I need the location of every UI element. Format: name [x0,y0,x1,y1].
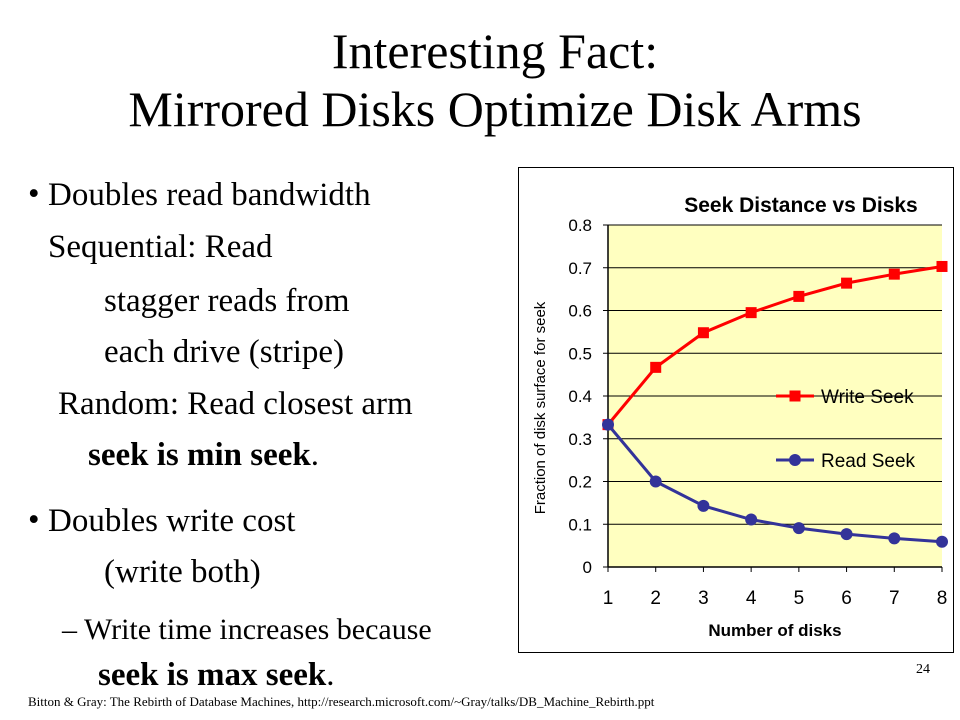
bullet1-line5: Random: Read closest arm [58,386,413,422]
y-tick-label: 0.3 [568,430,592,449]
title-line-2: Mirrored Disks Optimize Disk Arms [128,81,862,137]
data-point-write-seek [793,290,805,302]
data-point-read-seek [936,535,948,548]
bullet-marker-1: • [28,176,40,212]
x-tick-label: 8 [937,588,948,609]
data-point-write-seek [697,327,709,339]
sub-bullet-line2-period: . [326,657,335,693]
sub-bullet-line1: – Write time increases because [62,613,432,646]
max-seek-emphasis: seek is max seek [98,657,327,693]
data-point-read-seek [792,522,805,535]
bullet1-line2: Sequential: Read [48,229,273,265]
legend-marker [789,454,801,466]
seek-distance-chart: Seek Distance vs Disks 00.10.20.30.40.50… [518,167,954,653]
bullet2-line2: (write both) [104,554,261,590]
legend: Write Seek Read Seek [776,387,916,472]
data-point-write-seek [841,277,853,289]
data-point-read-seek [602,418,614,431]
y-tick-label: 0 [583,558,592,577]
x-tick-label: 1 [603,588,614,609]
data-point-read-seek [888,532,901,545]
bullet1-line3: stagger reads from [104,283,350,319]
title-line-1: Interesting Fact: [331,23,659,79]
bullet1-line6: seek is min seek. [88,436,319,475]
x-tick-label: 3 [698,588,709,609]
data-point-read-seek [697,499,710,512]
data-point-write-seek [936,260,948,272]
y-tick-label: 0.2 [568,473,592,492]
y-tick-label: 0.7 [568,259,592,278]
bullet1-line1: Doubles read bandwidth [48,177,371,213]
bullet1-line4: each drive (stripe) [104,334,345,370]
y-tick-label: 0.5 [568,344,592,363]
y-tick-label: 0.6 [568,302,592,321]
legend-label: Write Seek [821,387,914,408]
x-axis-label: Number of disks [708,621,841,640]
x-tick-label: 2 [650,588,661,609]
bullet2-line1: Doubles write cost [48,503,296,539]
series-line-read-seek [606,423,943,544]
data-point-read-seek [840,528,853,541]
axes [607,225,942,568]
data-point-read-seek [745,513,758,526]
y-tick-label: 0.1 [568,515,592,534]
page-number: 24 [916,662,930,677]
legend-label: Read Seek [821,451,916,472]
bullet-marker-2: • [28,502,40,538]
chart-title: Seek Distance vs Disks [684,194,917,217]
y-tick-label: 0.8 [568,216,592,235]
data-point-write-seek [650,361,662,373]
tick-labels: 0 0.1 0.2 0.3 0.4 0.5 0.6 0.7 0.8 1 2 3 4 5 6 7 8 [568,216,947,609]
y-tick-label: 0.4 [568,387,592,406]
series-layer [602,260,948,548]
data-point-write-seek [888,268,900,280]
slide-title: Interesting Fact: Mirrored Disks Optimiz… [0,22,960,138]
x-tick-label: 7 [889,588,900,609]
data-point-read-seek [649,475,662,488]
series-line-write-seek [606,264,943,426]
sub-bullet-line2: seek is max seek. [98,656,334,695]
data-point-write-seek [745,307,757,319]
gridlines [603,224,943,572]
x-tick-label: 5 [794,588,805,609]
x-tick-label: 6 [841,588,852,609]
x-tick-label: 4 [746,588,757,609]
min-seek-emphasis: seek is min seek [88,437,311,473]
y-axis-label: Fraction of disk surface for seek [532,301,549,514]
legend-marker [789,390,801,402]
bullet1-line6-period: . [310,437,319,473]
footer-citation: Bitton & Gray: The Rebirth of Database M… [28,694,655,709]
